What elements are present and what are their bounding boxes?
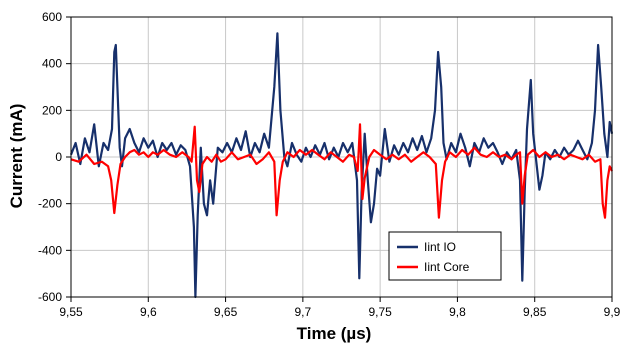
x-tick-label: 9,9 (604, 305, 621, 319)
x-tick-label: 9,55 (59, 305, 83, 319)
legend-label-iint-io: Iint IO (424, 240, 456, 254)
y-tick-label: -200 (38, 197, 62, 211)
y-tick-label: 200 (42, 103, 62, 117)
y-tick-label: -600 (38, 290, 62, 304)
y-axis-title: Current (mA) (7, 104, 26, 209)
series-line-iint-core (70, 123, 613, 219)
legend: Iint IO Iint Core (388, 231, 502, 281)
plot-area-frame (70, 16, 613, 298)
y-tick-label: 600 (42, 10, 62, 24)
axis-layer: 9,55 9,6 9,65 9,7 9,75 9,8 9,85 9,9 -600 -400 -200… (38, 10, 621, 319)
series-layer (69, 32, 614, 299)
x-axis-title: Time (µs) (297, 324, 372, 343)
legend-box (388, 231, 502, 281)
x-tick-label: 9,85 (523, 305, 547, 319)
x-tick-label: 9,75 (368, 305, 392, 319)
x-tick-label: 9,65 (214, 305, 238, 319)
x-tick-label: 9,7 (295, 305, 312, 319)
y-tick-label: -400 (38, 243, 62, 257)
series-line-iint-io (69, 32, 614, 299)
x-tick-label: 9,8 (449, 305, 466, 319)
y-tick-label: 0 (55, 150, 62, 164)
legend-label-iint-core: Iint Core (424, 260, 470, 274)
x-tick-label: 9,6 (140, 305, 157, 319)
y-tick-label: 400 (42, 57, 62, 71)
